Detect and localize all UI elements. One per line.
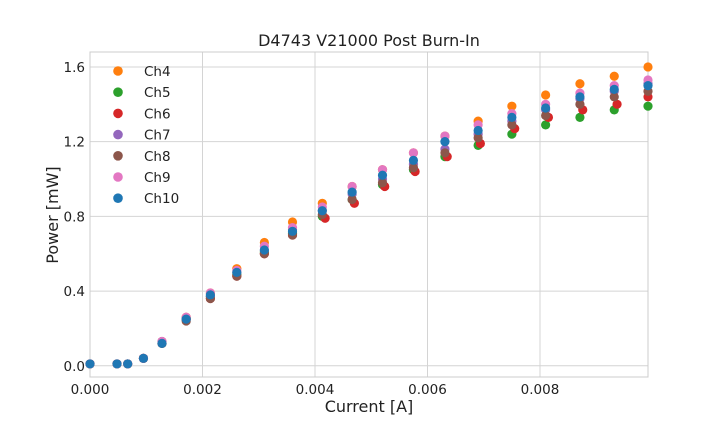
data-point [287,226,298,236]
legend-label: Ch10 [144,191,179,207]
data-point [347,187,357,197]
data-point [317,206,327,216]
data-point [473,133,483,143]
data-point [575,79,585,89]
legend-marker [113,172,123,182]
data-point [643,81,653,91]
data-point [507,120,517,130]
data-point [473,125,483,136]
data-point [609,92,619,102]
data-point [440,148,450,158]
data-point [408,163,419,173]
data-points [85,62,653,369]
y-tick-label: 0.8 [64,209,85,225]
data-point [609,71,619,81]
data-point [377,178,388,188]
data-point [575,99,585,109]
data-point [541,103,551,113]
data-point [575,92,585,102]
legend-marker [113,87,123,97]
x-tick-label: 0.002 [183,382,222,398]
data-point [440,137,450,147]
y-tick-label: 1.6 [64,60,85,76]
legend-marker [113,129,123,140]
data-point [609,84,619,94]
x-tick-label: 0.000 [71,382,110,398]
legend-label: Ch9 [144,170,171,186]
legend-marker [113,108,123,119]
data-point [507,112,517,122]
chart-title: D4743 V21000 Post Burn-In [258,31,480,50]
data-point [507,101,517,111]
data-point [541,90,551,100]
y-axis-label: Power [mW] [43,166,62,263]
data-point [232,267,242,278]
legend: Ch4 Ch5 Ch6 Ch7 Ch8 Ch9 Ch10 [113,64,179,207]
data-point [347,194,357,205]
legend-label: Ch5 [144,85,171,101]
series-ch10 [85,81,653,369]
legend-label: Ch4 [144,64,171,80]
data-point [377,170,388,180]
data-point [408,155,419,165]
axis-ticks: 0.000 0.002 0.004 0.006 0.008 0.0 0.4 0.8 1.2 1.6 [64,60,560,398]
series-ch7 [85,79,653,369]
data-point [85,359,95,369]
x-axis-label: Current [A] [325,397,414,416]
data-point [259,245,269,255]
x-tick-label: 0.008 [521,382,560,398]
legend-label: Ch6 [144,106,171,122]
data-point [157,338,167,348]
legend-marker [113,151,123,161]
data-point [138,353,149,363]
legend-label: Ch7 [144,128,171,144]
data-point [541,120,551,130]
data-point [205,290,215,300]
data-point [612,99,622,109]
legend-label: Ch8 [144,149,171,165]
grid [89,52,648,377]
x-tick-label: 0.006 [408,382,447,398]
data-point [181,314,191,324]
data-point [575,112,585,122]
plot-area [89,51,649,378]
data-point [643,62,653,72]
data-point [541,110,551,121]
y-tick-label: 0.0 [64,359,85,375]
legend-marker [113,66,123,76]
data-point [643,101,653,111]
y-tick-label: 0.4 [64,284,85,300]
data-point [112,359,122,369]
y-tick-label: 1.2 [64,135,85,151]
data-point [123,359,133,369]
legend-marker [113,193,123,203]
x-tick-label: 0.004 [296,382,335,398]
data-point [408,148,419,158]
